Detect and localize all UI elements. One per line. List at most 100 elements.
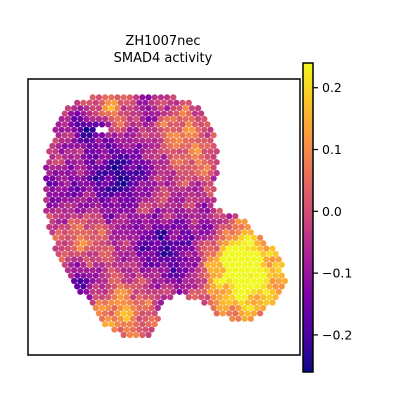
spot (142, 121, 149, 128)
spot (201, 148, 208, 155)
spot (133, 213, 140, 220)
spot (71, 267, 78, 274)
spot (98, 304, 106, 312)
spot (67, 196, 75, 204)
spot (123, 132, 130, 139)
spot (170, 105, 177, 112)
spot (216, 218, 223, 225)
spot (133, 191, 140, 198)
spot (86, 272, 93, 279)
spot (111, 326, 118, 333)
spot (154, 304, 161, 312)
spot (102, 105, 109, 112)
spot (173, 99, 180, 106)
spot (210, 272, 217, 279)
spot (117, 229, 124, 236)
spot (170, 202, 177, 209)
spot (195, 234, 202, 241)
spot (120, 159, 127, 166)
spot (92, 142, 99, 150)
spot (61, 132, 68, 139)
spot (219, 277, 226, 285)
spot (179, 207, 186, 214)
spot (204, 283, 211, 290)
spot (98, 153, 106, 160)
spot (142, 110, 149, 117)
spot (83, 267, 90, 274)
spot (111, 261, 118, 268)
spot (86, 99, 93, 106)
spot (207, 180, 214, 187)
spot (154, 261, 161, 268)
spot (173, 164, 180, 171)
spot (114, 234, 121, 241)
spot (179, 250, 186, 258)
spot (129, 99, 137, 106)
spot (129, 304, 137, 312)
spot (238, 310, 245, 317)
spot (176, 126, 183, 133)
spot (235, 229, 242, 236)
spot (219, 245, 226, 252)
spot (185, 164, 192, 171)
spot (160, 175, 168, 182)
spot (148, 99, 155, 106)
spot (198, 261, 205, 268)
spot (92, 294, 99, 301)
spot (83, 213, 90, 220)
spot (74, 186, 81, 193)
spot (142, 142, 149, 150)
spot (77, 288, 84, 295)
spot (229, 261, 236, 268)
spot (102, 245, 109, 252)
spot (83, 115, 90, 123)
colorbar-ticks: 0.2 0.1 0.0 −0.1 −0.2 (313, 80, 352, 342)
spot (201, 202, 208, 209)
spot (133, 245, 140, 252)
spot (92, 229, 99, 236)
spot (139, 137, 146, 144)
spot (195, 159, 202, 166)
spot (111, 153, 118, 160)
spot (182, 126, 189, 133)
spot (185, 196, 192, 204)
spot (250, 299, 257, 306)
spot (133, 321, 140, 328)
spot (241, 240, 248, 247)
spot (154, 240, 161, 247)
spot (89, 245, 96, 252)
spot (89, 256, 96, 263)
spot (269, 256, 276, 263)
spot (226, 288, 233, 295)
spot (241, 315, 248, 322)
spot (67, 261, 75, 268)
spot (170, 169, 177, 177)
spot (123, 250, 130, 258)
spot (188, 288, 195, 295)
spot (139, 202, 146, 209)
spot (272, 294, 279, 301)
spot (244, 277, 251, 285)
spot (179, 132, 186, 139)
spot (167, 153, 174, 160)
spot (195, 137, 202, 144)
spot (157, 191, 164, 198)
spot (120, 299, 127, 306)
spot (114, 126, 121, 133)
spot (61, 218, 68, 225)
spot (136, 250, 143, 258)
spot (170, 267, 177, 274)
spot (117, 207, 124, 214)
spot (151, 202, 158, 209)
title-line-2: SMAD4 activity (114, 51, 213, 66)
spot (95, 277, 102, 285)
spot (201, 245, 208, 252)
spot (55, 175, 62, 182)
spot (154, 121, 161, 128)
spot (126, 105, 133, 112)
spot (111, 240, 118, 247)
spot (105, 294, 112, 301)
spot (108, 223, 115, 231)
spot (182, 288, 189, 295)
spot (164, 169, 171, 177)
